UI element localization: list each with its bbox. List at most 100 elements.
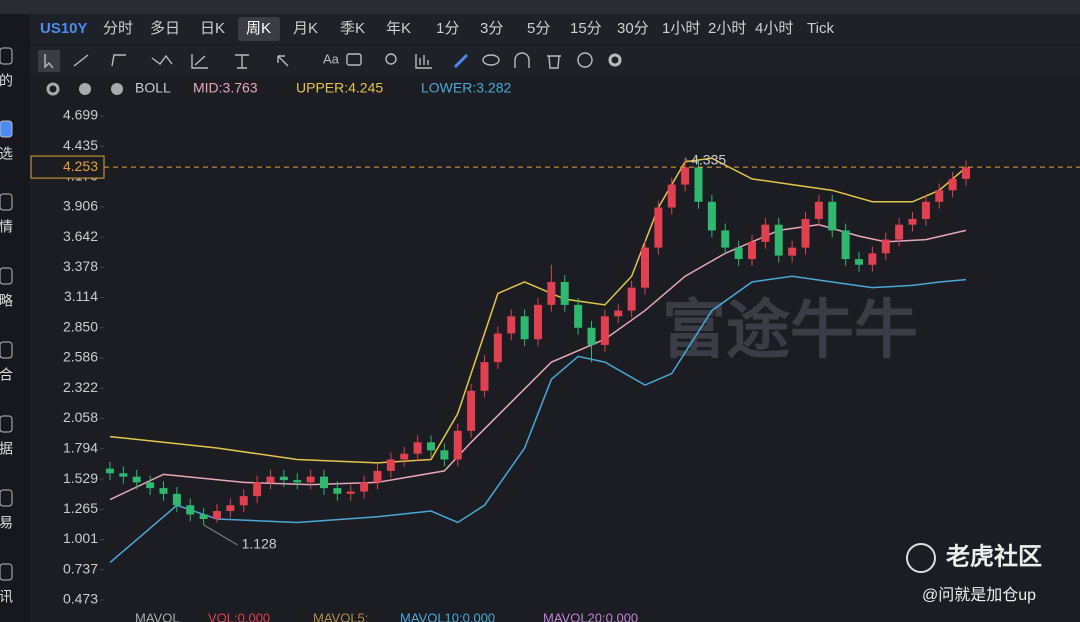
candle-body xyxy=(186,505,195,515)
candle-body xyxy=(841,230,850,260)
candle-body xyxy=(400,453,409,460)
sidebar xyxy=(0,14,30,622)
candle-body xyxy=(908,218,917,225)
sidebar-icon xyxy=(0,193,13,211)
sidebar-icon xyxy=(0,47,13,65)
arrow-tool[interactable] xyxy=(277,55,289,67)
indicator-collapse[interactable] xyxy=(79,83,91,95)
tab[interactable]: 3分 xyxy=(480,20,503,37)
candle-body xyxy=(828,201,837,231)
candle-body xyxy=(962,167,970,179)
price-label: 4.253 xyxy=(63,158,98,174)
symbol[interactable]: US10Y xyxy=(40,20,88,37)
y-tick-label: 4.435 xyxy=(63,137,98,153)
candle-body xyxy=(453,430,462,460)
candle-body xyxy=(132,476,141,483)
cursor-tool[interactable] xyxy=(44,54,54,69)
candle-body xyxy=(707,201,716,231)
measure-tool[interactable] xyxy=(235,54,249,69)
candle-body xyxy=(627,287,636,311)
candle-body xyxy=(587,327,596,345)
bottom-mavol20: MAVOL20:0.000 xyxy=(543,610,638,622)
indicator-upper: UPPER:4.245 xyxy=(296,80,383,96)
indicator-close[interactable] xyxy=(111,83,123,95)
candle-body xyxy=(734,247,743,260)
candle-body xyxy=(694,167,703,202)
sidebar-label[interactable]: 讯 xyxy=(0,589,13,605)
channel-tool[interactable] xyxy=(111,54,126,67)
pen-tool[interactable] xyxy=(453,53,469,69)
tab[interactable]: 4小时 xyxy=(755,20,793,37)
candle-body xyxy=(560,281,569,305)
tab[interactable]: 2小时 xyxy=(708,20,746,37)
y-tick-label: 1.265 xyxy=(63,500,98,516)
candle-body xyxy=(213,511,221,520)
sidebar-label[interactable]: 合 xyxy=(0,367,13,383)
sidebar-label[interactable]: 情 xyxy=(0,219,13,235)
tab[interactable]: 多日 xyxy=(150,20,180,37)
y-tick-label: 2.586 xyxy=(63,349,98,365)
candle-body xyxy=(935,190,944,202)
candle-body xyxy=(788,247,797,256)
tab[interactable]: 1分 xyxy=(436,20,459,37)
text-tool[interactable]: Aa xyxy=(323,51,340,66)
sync-tool[interactable] xyxy=(577,52,593,68)
sidebar-label[interactable]: 略 xyxy=(0,293,13,309)
indicator-settings[interactable] xyxy=(46,82,60,96)
candle-body xyxy=(948,178,957,191)
tab[interactable]: 15分 xyxy=(570,20,602,37)
sidebar-icon xyxy=(0,415,13,433)
candle-body xyxy=(895,224,904,240)
y-tick-label: 3.642 xyxy=(63,228,98,244)
sidebar-label[interactable]: 据 xyxy=(0,441,13,457)
tab[interactable]: 30分 xyxy=(617,20,649,37)
tab[interactable]: Tick xyxy=(807,20,834,37)
bottom-row: MAVOL VOL:0.000 MAVOL5: MAVOL10:0.000 MA… xyxy=(135,610,638,622)
watermark-app: 富途牛牛 xyxy=(662,294,918,366)
candle-body xyxy=(507,316,516,334)
candle-body xyxy=(266,476,275,483)
top-strip xyxy=(0,0,1080,14)
candle-body xyxy=(253,482,262,497)
line-tool[interactable] xyxy=(73,54,89,67)
y-tick-label: 0.737 xyxy=(63,560,98,576)
candle-body xyxy=(373,470,382,483)
tab[interactable]: 5分 xyxy=(527,20,550,37)
candle-body xyxy=(681,167,690,185)
sidebar-icon xyxy=(0,267,13,285)
tab[interactable]: 周K xyxy=(246,20,271,37)
sidebar-label[interactable]: 的 xyxy=(0,73,13,89)
sidebar-label[interactable]: 易 xyxy=(0,515,13,531)
note-tool[interactable] xyxy=(346,53,362,66)
candle-body xyxy=(921,201,930,219)
tab[interactable]: 日K xyxy=(200,20,225,37)
candle-body xyxy=(119,473,128,477)
tab[interactable]: 1小时 xyxy=(662,20,700,37)
watermark-community: 老虎社区 xyxy=(946,542,1042,570)
tool-selected xyxy=(38,50,60,72)
delete-tool[interactable] xyxy=(547,55,561,69)
candle-body xyxy=(480,362,489,391)
settings-tool[interactable] xyxy=(608,53,622,67)
eye-tool[interactable] xyxy=(482,54,500,66)
magnet-tool[interactable] xyxy=(514,52,530,68)
tab[interactable]: 季K xyxy=(340,20,365,37)
indicator-name[interactable]: BOLL xyxy=(135,80,171,96)
tab[interactable]: 月K xyxy=(293,20,318,37)
tab[interactable]: 年K xyxy=(386,20,411,37)
fib-tool[interactable] xyxy=(191,54,208,69)
y-tick-label: 0.473 xyxy=(63,591,98,607)
candle-body xyxy=(159,488,168,494)
search-tool[interactable] xyxy=(385,53,397,65)
tab-bar xyxy=(30,14,1080,44)
candle-body xyxy=(360,482,369,492)
sidebar-label[interactable]: 选 xyxy=(0,146,13,162)
tools xyxy=(38,50,622,72)
candle-body xyxy=(855,259,863,265)
candle-body xyxy=(172,493,181,506)
wave-tool[interactable] xyxy=(151,54,173,65)
tab[interactable]: 分时 xyxy=(103,20,133,37)
y-tick-label: 3.114 xyxy=(64,288,98,304)
chart-tool[interactable] xyxy=(415,54,432,69)
candle-body xyxy=(574,304,583,328)
